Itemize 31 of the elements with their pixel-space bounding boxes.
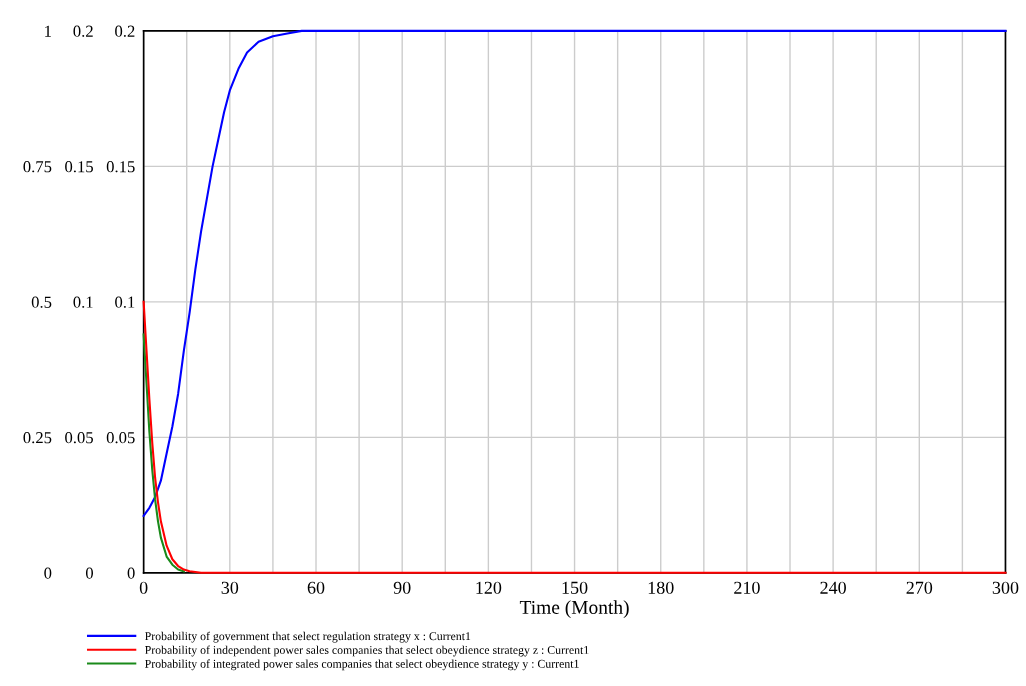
- x-tick-label: 60: [307, 581, 325, 594]
- y2-tick-label: 0: [127, 567, 135, 579]
- x-tick-label: 300: [992, 581, 1019, 594]
- x-tick-label: 90: [393, 581, 411, 594]
- x-tick-label: 180: [648, 581, 674, 594]
- y2-tick-label: 0.05: [106, 432, 135, 444]
- y3-tick-label: 0.1: [73, 296, 93, 308]
- x-tick-label: 270: [906, 581, 933, 594]
- x-tick-label: 240: [820, 581, 846, 594]
- y-tick-label: 0.75: [23, 161, 52, 173]
- x-tick-label: 0: [139, 581, 148, 594]
- y2-tick-label: 0.15: [106, 161, 135, 173]
- x-tick-label: 120: [476, 581, 502, 594]
- line-series: [142, 333, 185, 573]
- y3-tick-label: 0.15: [65, 161, 93, 173]
- y2-tick-label: 0.1: [115, 296, 135, 308]
- y3-tick-label: 0.2: [73, 25, 93, 37]
- y-tick-label: 0: [44, 567, 52, 579]
- x-tick-label: 150: [562, 581, 588, 594]
- y-tick-label: 0.5: [31, 296, 52, 308]
- y3-tick-label: 0.05: [65, 432, 93, 444]
- y-tick-label: 1: [45, 25, 51, 37]
- y2-tick-label: 0.2: [115, 25, 135, 37]
- y-tick-label: 0.25: [23, 432, 52, 444]
- x-axis-title: Time (Month): [519, 600, 629, 618]
- y3-tick-label: 0: [85, 567, 93, 579]
- legend-label: Probability of integrated power sales companies that select obeydience strategy y : Current1: [145, 659, 579, 671]
- x-tick-label: 30: [221, 581, 239, 594]
- x-tick-label: 210: [734, 581, 760, 594]
- legend-label: Probability of government that select regulation strategy x : Current1: [145, 631, 471, 643]
- legend-label: Probability of independent power sales companies that select obeydience strategy z : Current1: [145, 645, 589, 657]
